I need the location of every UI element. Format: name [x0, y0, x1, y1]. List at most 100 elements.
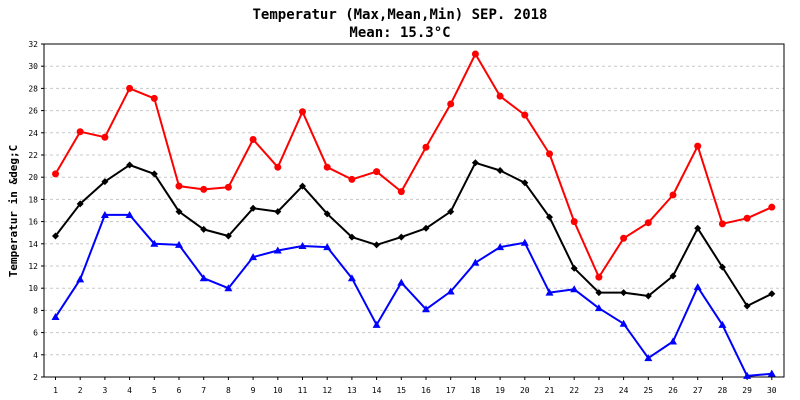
y-axis-label: Temperatur in &deg;C — [7, 145, 20, 277]
data-point — [348, 175, 356, 183]
data-point — [496, 243, 505, 251]
y-tick-label: 30 — [28, 62, 38, 71]
series-diamond — [52, 159, 776, 310]
x-tick-label: 11 — [298, 386, 308, 395]
y-tick-label: 22 — [28, 151, 38, 160]
x-tick-label: 6 — [177, 386, 182, 395]
data-point — [644, 354, 653, 362]
data-point — [101, 178, 109, 186]
data-point — [52, 232, 59, 240]
data-point — [323, 163, 331, 171]
data-point — [496, 92, 504, 100]
data-point — [546, 150, 553, 158]
x-tick-label: 18 — [471, 386, 481, 395]
data-point — [644, 219, 652, 227]
x-tick-label: 21 — [545, 386, 555, 395]
x-tick-label: 1 — [53, 386, 58, 395]
data-point — [347, 274, 356, 282]
data-point — [570, 285, 579, 293]
x-tick-label: 28 — [718, 386, 728, 395]
y-tick-label: 6 — [33, 329, 38, 338]
data-point — [249, 135, 257, 143]
data-point — [150, 94, 158, 102]
y-tick-label: 12 — [28, 262, 38, 271]
y-tick-label: 24 — [28, 129, 38, 138]
data-point — [594, 304, 603, 312]
data-point — [397, 188, 405, 196]
x-tick-label: 30 — [767, 386, 777, 395]
data-point — [546, 213, 553, 221]
series-triangle — [51, 210, 776, 379]
data-point — [521, 111, 529, 119]
data-point — [273, 246, 282, 254]
x-tick-label: 24 — [619, 386, 629, 395]
x-tick-label: 22 — [569, 386, 579, 395]
data-point — [126, 161, 134, 169]
data-point — [743, 302, 751, 310]
x-tick-label: 5 — [152, 386, 157, 395]
data-point — [298, 242, 307, 250]
data-point — [323, 210, 331, 218]
data-point — [422, 224, 430, 232]
x-tick-label: 17 — [446, 386, 456, 395]
x-tick-label: 10 — [273, 386, 283, 395]
x-tick-label: 16 — [421, 386, 431, 395]
data-point — [150, 170, 158, 178]
data-point — [274, 208, 282, 216]
y-tick-label: 20 — [28, 173, 38, 182]
data-point — [224, 183, 232, 191]
series-circle — [52, 50, 776, 281]
data-point — [323, 243, 332, 251]
x-tick-label: 12 — [322, 386, 332, 395]
data-point — [274, 163, 282, 171]
data-point — [126, 84, 134, 92]
y-tick-label: 14 — [28, 240, 38, 249]
chart-title: Temperatur (Max,Mean,Min) SEP. 2018 — [252, 7, 547, 23]
chart-subtitle: Mean: 15.3°C — [349, 25, 450, 41]
x-tick-label: 25 — [643, 386, 653, 395]
data-point — [471, 258, 480, 266]
data-point — [669, 272, 677, 280]
x-tick-label: 15 — [396, 386, 406, 395]
data-point — [447, 208, 455, 216]
data-point — [521, 179, 529, 187]
data-point — [743, 371, 752, 379]
x-tick-label: 13 — [347, 386, 357, 395]
data-point — [570, 264, 578, 272]
data-point — [595, 273, 603, 281]
data-point — [150, 239, 159, 247]
x-tick-label: 3 — [102, 386, 107, 395]
data-point — [125, 210, 134, 218]
x-tick-label: 20 — [520, 386, 530, 395]
x-tick-label: 27 — [693, 386, 703, 395]
data-point — [447, 100, 455, 108]
data-point — [100, 210, 109, 218]
series-line — [54, 213, 772, 377]
data-point — [299, 182, 306, 190]
data-point — [743, 214, 751, 222]
data-point — [199, 274, 208, 282]
data-point — [249, 204, 257, 212]
y-tick-label: 4 — [33, 351, 38, 360]
plot-frame — [43, 43, 785, 378]
data-point — [768, 290, 776, 298]
data-point — [175, 208, 183, 216]
data-point — [520, 238, 529, 246]
x-tick-label: 2 — [78, 386, 83, 395]
y-tick-label: 10 — [28, 284, 38, 293]
x-tick-label: 29 — [742, 386, 752, 395]
y-tick-label: 18 — [28, 195, 38, 204]
x-tick-label: 4 — [127, 386, 132, 395]
data-point — [718, 220, 726, 228]
data-point — [669, 191, 677, 199]
data-point — [76, 128, 84, 136]
y-tick-label: 8 — [33, 306, 38, 315]
data-point — [595, 289, 603, 297]
series-line — [54, 53, 773, 279]
data-point — [372, 320, 381, 328]
data-point — [51, 313, 60, 321]
data-point — [52, 170, 59, 178]
